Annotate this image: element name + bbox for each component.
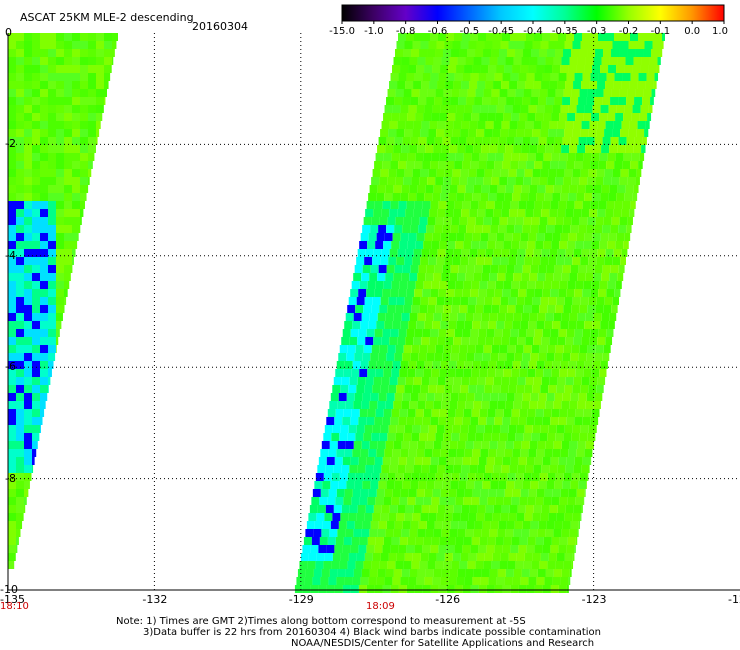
time-label: 18:09 [366,601,395,612]
colorbar-label: -0.8 [395,26,416,37]
colorbar-label: -0.1 [650,26,671,37]
colorbar-label: -0.35 [551,26,578,37]
y-tick-label: -8 [5,471,16,485]
colorbar-label: -0.3 [586,26,607,37]
colorbar [341,4,725,24]
note-line-2: 3)Data buffer is 22 hrs from 20160304 4)… [143,627,601,638]
colorbar-gradient [341,4,725,22]
y-tick-label: -4 [5,248,16,262]
plot-date: 20160304 [192,20,248,33]
colorbar-label: 0.0 [684,26,701,37]
colorbar-label: -0.4 [523,26,543,37]
y-tick-label: -2 [5,137,16,151]
grid-lines [8,33,740,590]
note-line-3: NOAA/NESDIS/Center for Satellite Applica… [291,638,595,649]
swath-data [8,33,665,593]
plot-title: ASCAT 25KM MLE-2 descending [20,11,194,24]
x-tick-label: -135 [0,593,25,606]
colorbar-label: -0.45 [488,26,515,37]
y-tick-label: -6 [5,360,16,374]
x-tick-label: -120 [728,593,740,606]
colorbar-label: -15.0 [329,26,355,37]
colorbar-label: -0.2 [618,26,639,37]
y-tick-label: 0 [5,26,12,39]
time-label: 18:10 [0,601,29,612]
x-tick-label: -123 [581,593,607,606]
colorbar-label: -0.6 [427,26,448,37]
x-tick-label: -132 [142,593,168,606]
y-tick-label: -10 [0,583,18,596]
x-tick-label: -129 [288,593,314,606]
colorbar-label: -0.5 [459,26,480,37]
colorbar-label: 1.0 [712,26,728,37]
note-line-1: Note: 1) Times are GMT 2)Times along bot… [116,616,526,627]
plot-frame [7,33,740,591]
colorbar-label: -1.0 [364,26,384,37]
x-tick-label: -126 [435,593,461,606]
